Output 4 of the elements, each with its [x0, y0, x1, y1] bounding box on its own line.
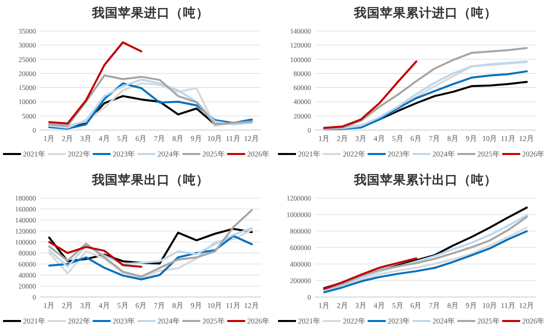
chart-title: 我国苹果进口（吨） — [91, 5, 209, 20]
chart-title: 我国苹果累计出口（吨） — [353, 172, 497, 187]
chart-title: 我国苹果出口（吨） — [91, 172, 209, 187]
chart-title: 我国苹果累计进口（吨） — [353, 5, 497, 20]
